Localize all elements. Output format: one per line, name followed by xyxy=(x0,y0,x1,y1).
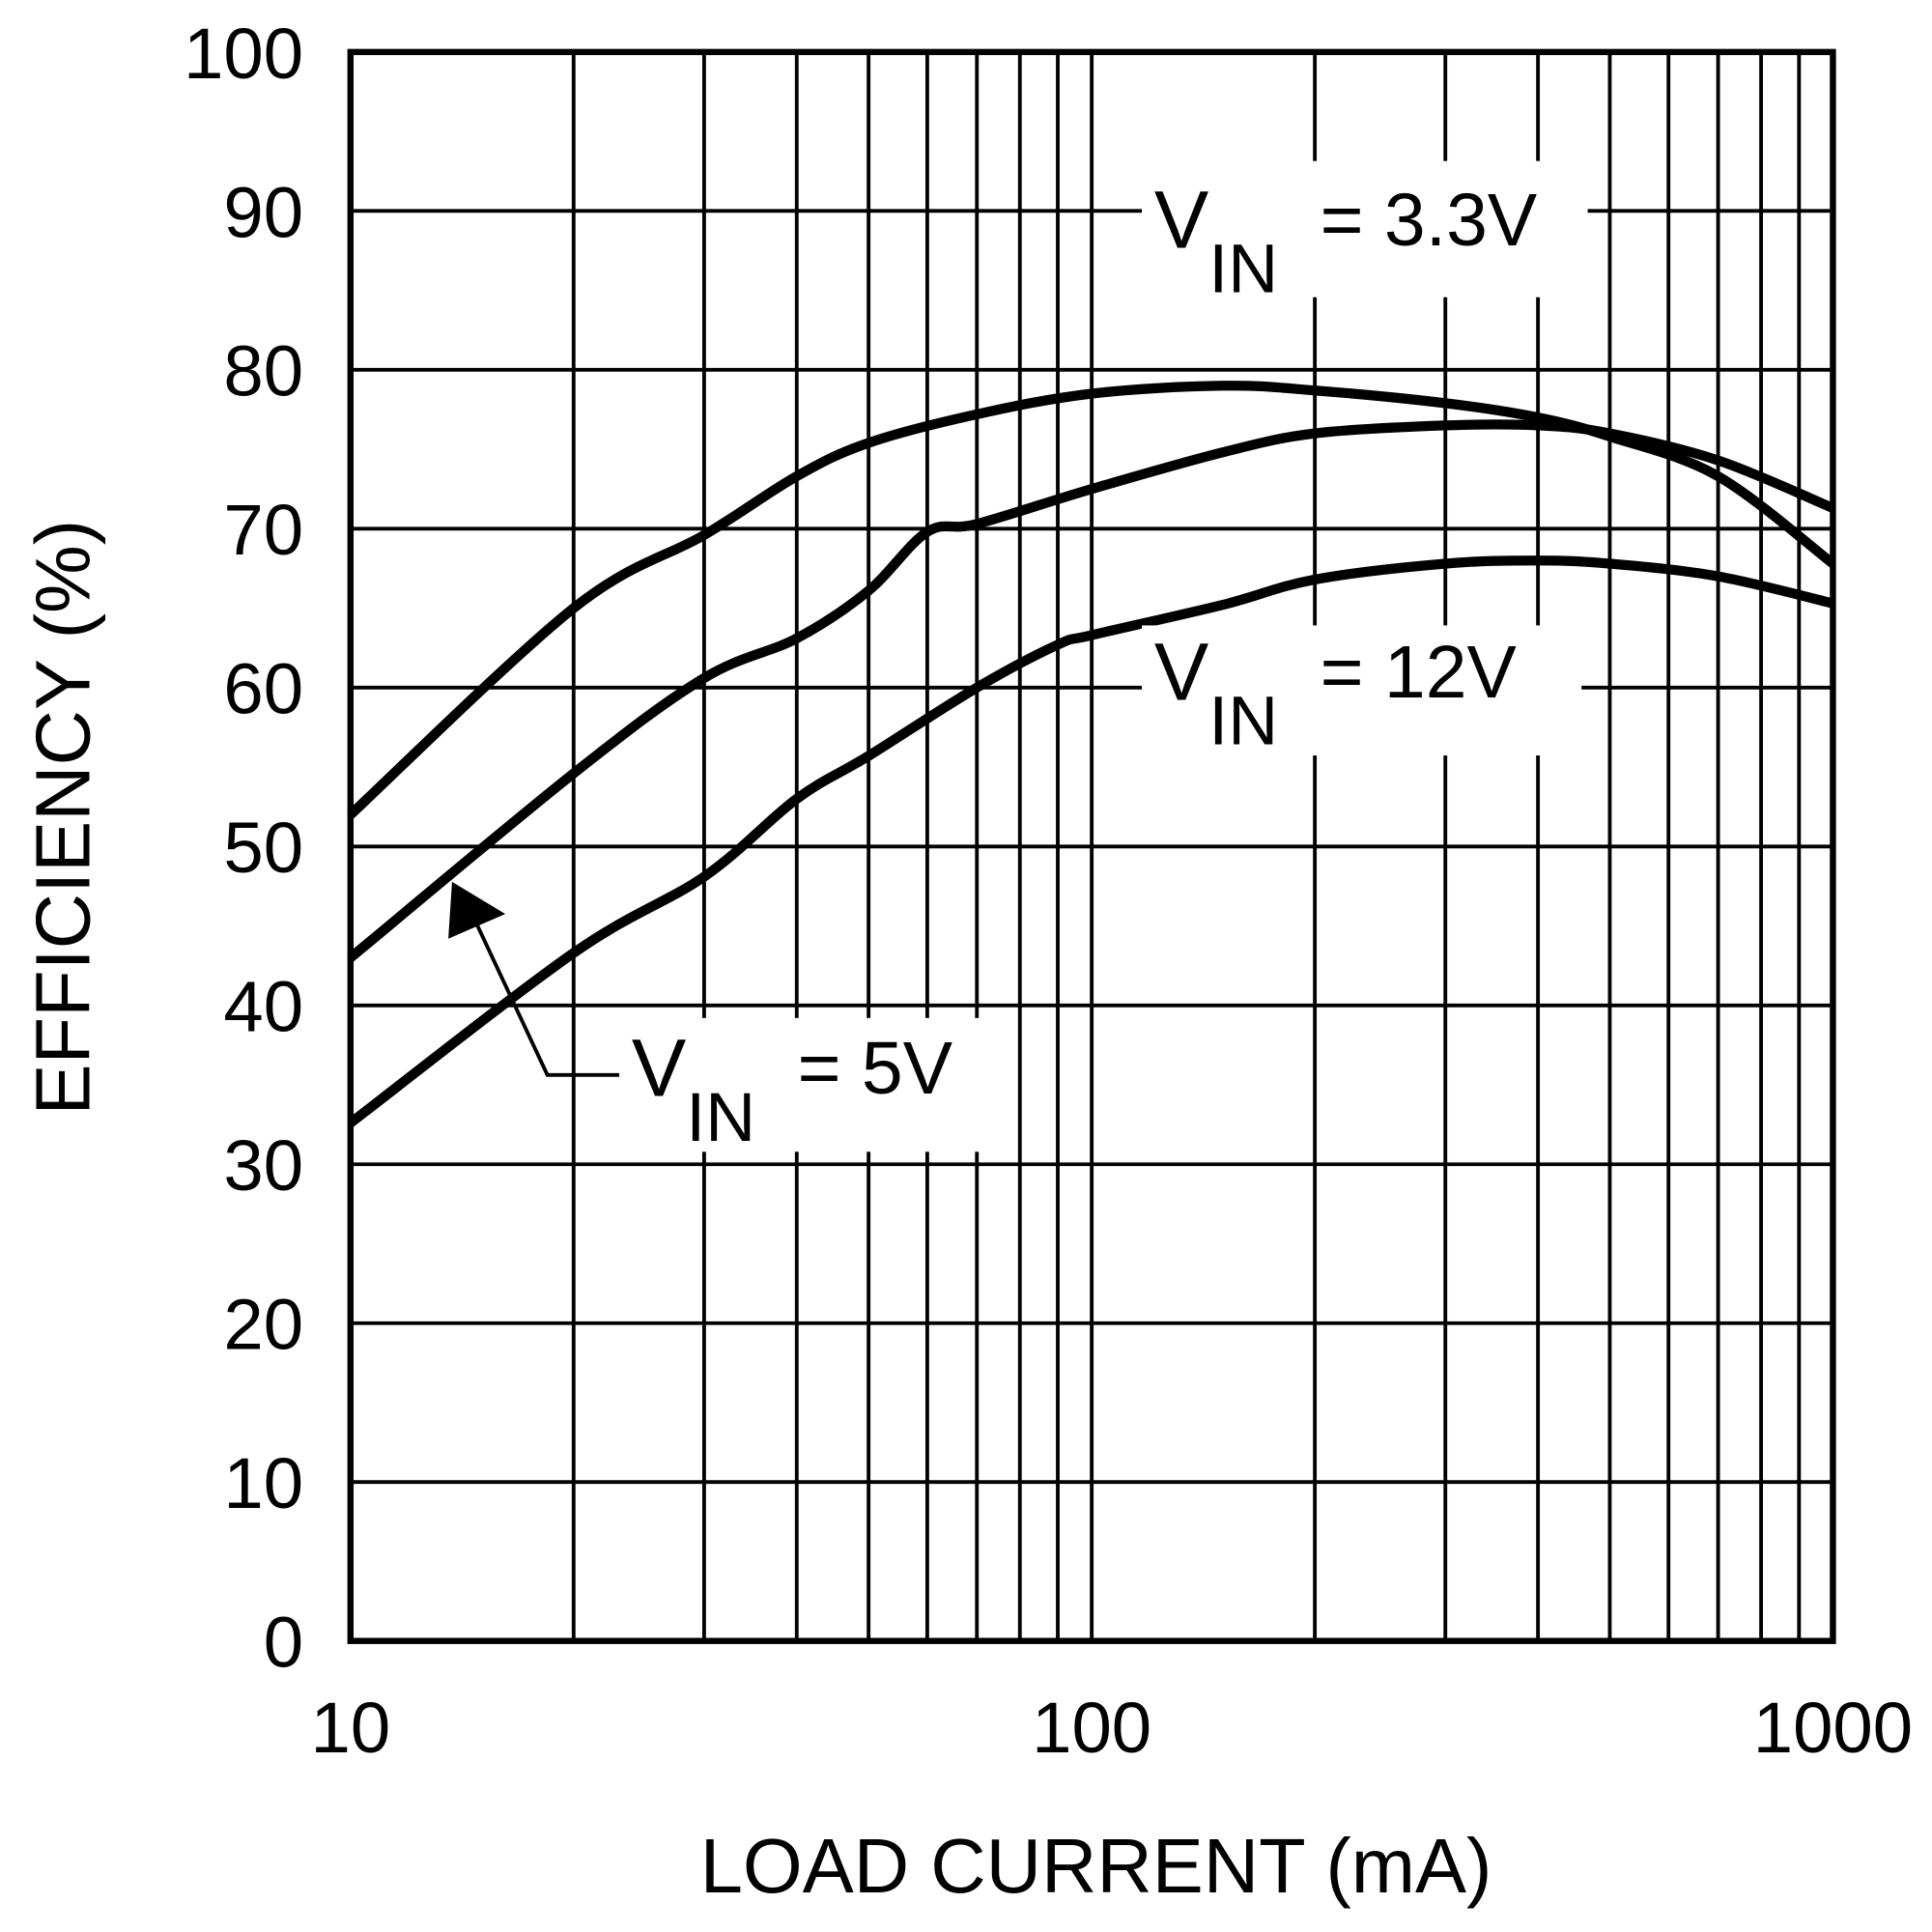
grid xyxy=(347,48,1836,1644)
y-tick-label: 50 xyxy=(223,808,303,888)
series-line xyxy=(347,419,1835,962)
x-tick-label: 1000 xyxy=(1753,1688,1913,1768)
y-tick-label: 20 xyxy=(223,1285,303,1365)
y-tick-label: 10 xyxy=(223,1443,303,1523)
annotation-main: V xyxy=(1154,625,1209,717)
annotation-sub: IN xyxy=(1208,231,1278,308)
y-tick-label: 90 xyxy=(223,172,303,252)
y-tick-label: 40 xyxy=(223,967,303,1047)
label-bg xyxy=(1142,160,1588,298)
y-tick-label: 100 xyxy=(184,14,303,94)
annotation-rest: = 12V xyxy=(1321,631,1517,714)
y-tick-label: 0 xyxy=(264,1603,303,1683)
x-tick-label: 10 xyxy=(310,1688,390,1768)
annotations: V IN = 3.3V V IN = 12V V IN = 5V xyxy=(448,160,1588,1156)
plot-frame xyxy=(347,48,1836,1644)
annotation-rest: = 5V xyxy=(798,1027,952,1110)
annotation-sub: IN xyxy=(1208,683,1278,760)
label-bg xyxy=(619,1017,991,1152)
arrowhead xyxy=(448,881,506,939)
annotation-main: V xyxy=(632,1022,687,1114)
x-tick-label: 100 xyxy=(1032,1688,1151,1768)
y-tick-label: 80 xyxy=(223,331,303,412)
series-line xyxy=(347,555,1834,1127)
y-tick-label: 30 xyxy=(223,1125,303,1206)
annotation-main: V xyxy=(1154,173,1209,265)
y-tick-label: 60 xyxy=(223,649,303,729)
leader-line xyxy=(472,918,620,1077)
y-tick-label: 70 xyxy=(223,490,303,570)
annotation-rest: = 3.3V xyxy=(1321,179,1538,262)
x-axis-label: LOAD CURRENT (mA) xyxy=(700,1823,1492,1909)
y-axis-label: EFFICIENCY (%) xyxy=(19,520,105,1116)
annotation-sub: IN xyxy=(686,1079,755,1156)
label-bg xyxy=(1142,625,1582,756)
lines xyxy=(347,381,1836,1127)
